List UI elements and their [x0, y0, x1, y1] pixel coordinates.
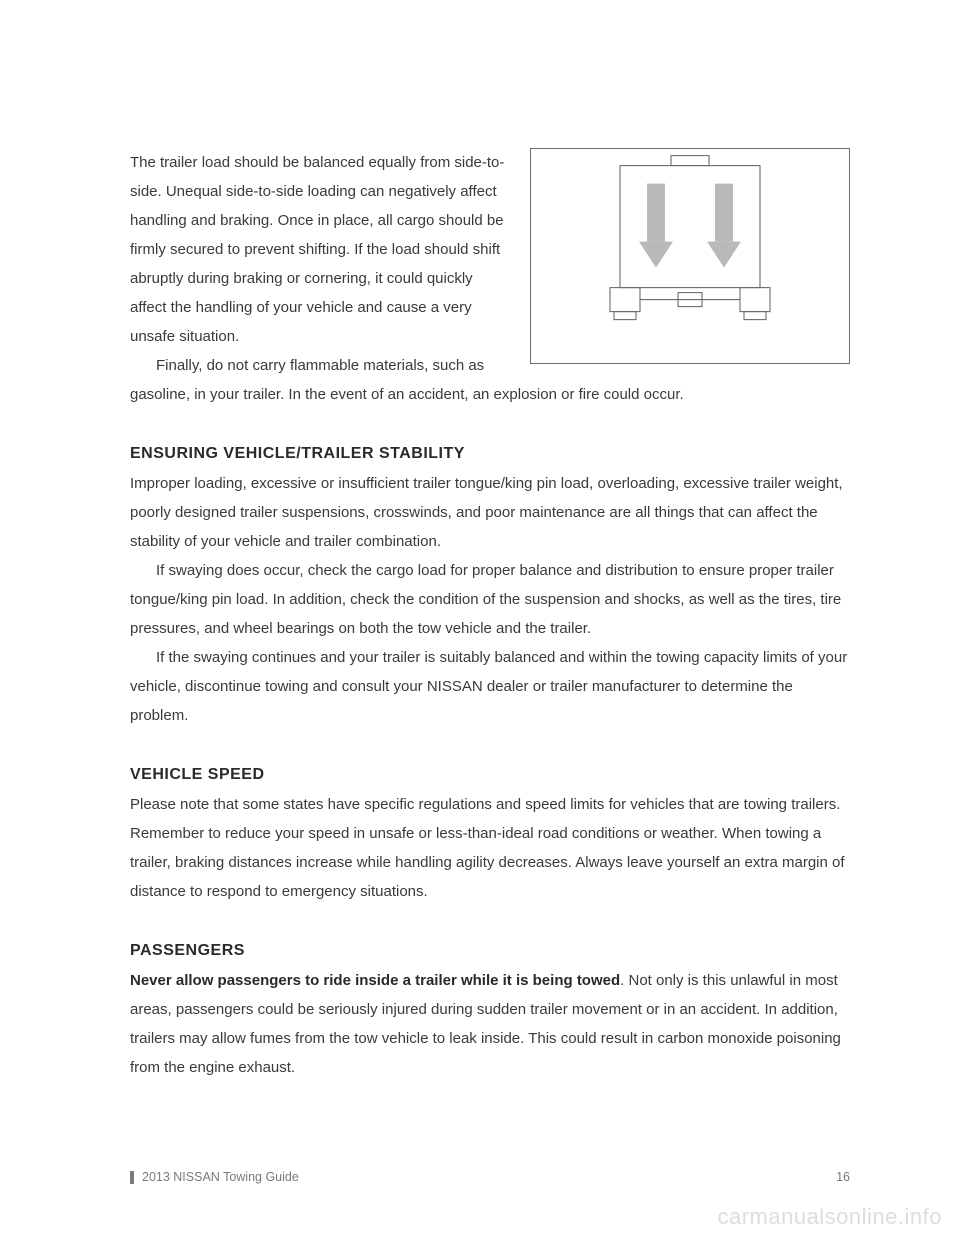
footer-title: 2013 NISSAN Towing Guide [142, 1170, 299, 1184]
document-page: The trailer load should be balanced equa… [0, 0, 960, 1242]
page-number: 16 [836, 1170, 850, 1184]
passengers-bold: Never allow passengers to ride inside a … [130, 972, 620, 989]
heading-speed: VEHICLE SPEED [130, 766, 850, 784]
heading-stability: ENSURING VEHICLE/TRAILER STABILITY [130, 445, 850, 463]
footer-bar-icon [130, 1171, 134, 1184]
passengers-p1: Never allow passengers to ride inside a … [130, 966, 850, 1082]
page-footer: 2013 NISSAN Towing Guide 16 [130, 1170, 850, 1184]
trailer-rear-icon [565, 150, 815, 340]
stability-p1: Improper loading, excessive or insuffici… [130, 469, 850, 556]
watermark: carmanualsonline.info [717, 1204, 942, 1230]
content-column: The trailer load should be balanced equa… [130, 148, 850, 1082]
stability-p3: If the swaying continues and your traile… [130, 643, 850, 730]
trailer-load-illustration [530, 148, 850, 364]
footer-left: 2013 NISSAN Towing Guide [130, 1170, 299, 1184]
speed-p1: Please note that some states have specif… [130, 790, 850, 906]
heading-passengers: PASSENGERS [130, 942, 850, 960]
stability-p2: If swaying does occur, check the cargo l… [130, 556, 850, 643]
